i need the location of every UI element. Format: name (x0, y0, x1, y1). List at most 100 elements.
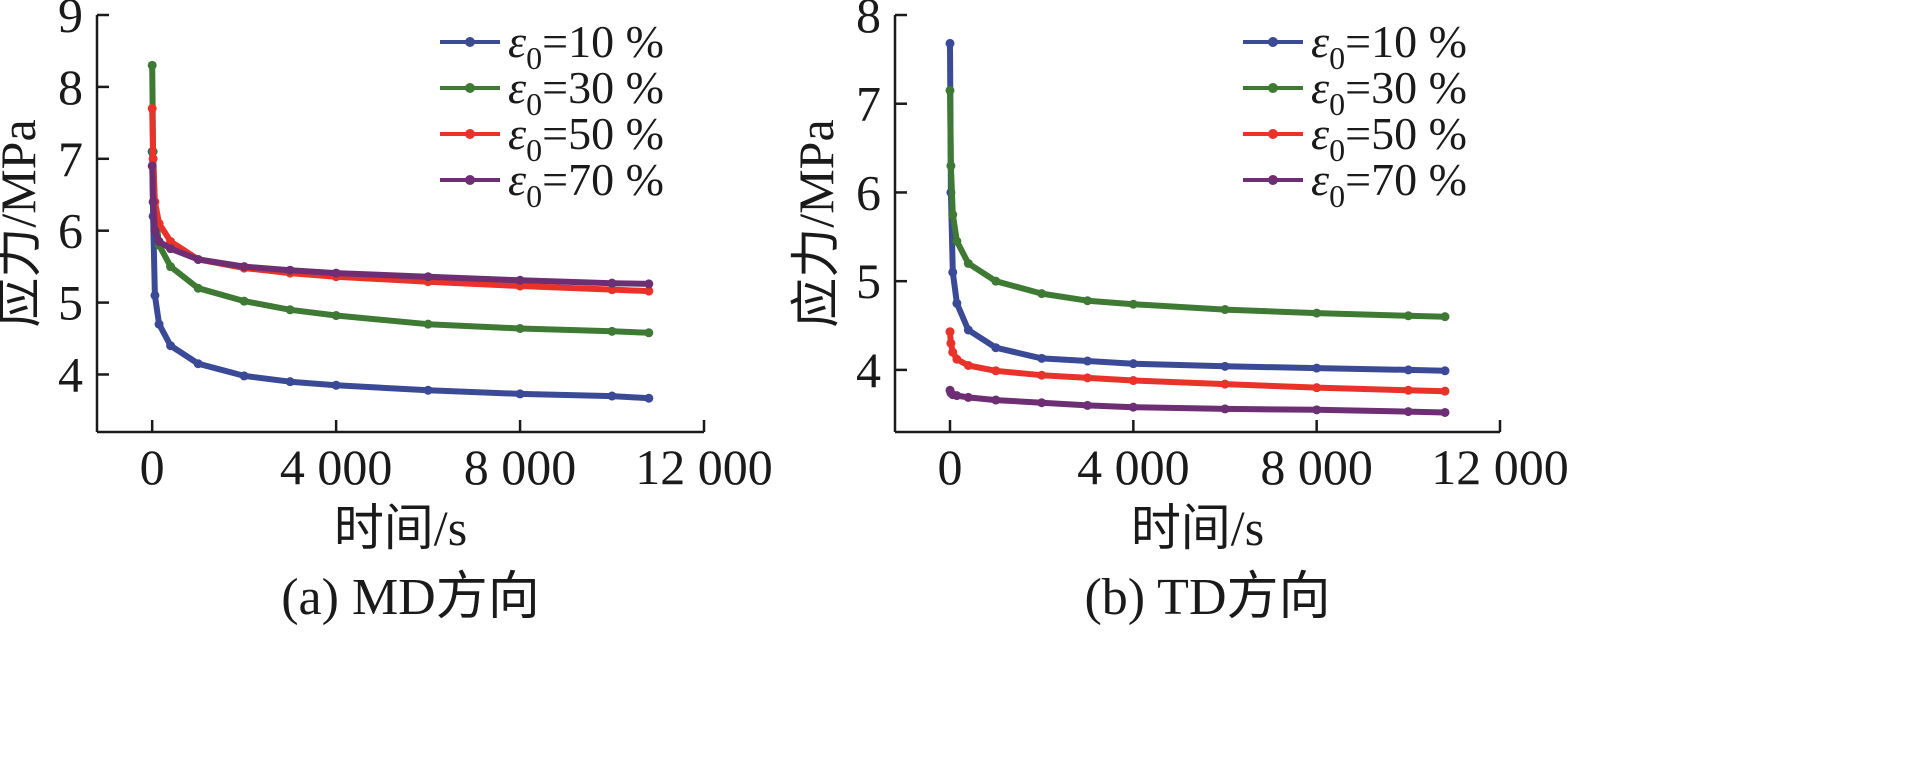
series-4 (945, 385, 1450, 417)
data-point (607, 326, 617, 336)
y-tick-label: 6 (856, 164, 881, 220)
data-point (1220, 404, 1230, 414)
data-point (1220, 361, 1230, 371)
y-axis-title: 应力/MPa (788, 119, 844, 327)
data-point (1083, 356, 1092, 366)
data-point (945, 327, 955, 337)
series-2 (945, 85, 1450, 322)
data-point (946, 338, 956, 348)
legend: ε0=10 %ε0=30 %ε0=50 %ε0=70 % (440, 16, 664, 214)
data-point (946, 161, 956, 171)
data-point (1440, 312, 1450, 322)
data-point (1403, 311, 1413, 321)
data-point (1220, 305, 1230, 315)
x-tick-label: 0 (938, 439, 963, 495)
data-point (952, 354, 962, 364)
data-point (515, 275, 525, 285)
data-point (193, 254, 203, 264)
x-tick-label: 4 000 (280, 439, 393, 495)
series-4 (147, 161, 654, 289)
legend-marker (465, 37, 475, 47)
data-point (952, 298, 962, 308)
data-point (1403, 407, 1413, 417)
data-point (1440, 386, 1450, 396)
data-point (607, 285, 617, 295)
x-axis-title: 时间/s (1131, 500, 1264, 556)
legend-label: ε0=70 % (1311, 154, 1467, 214)
chart-panel-1: 4 5 6 7 8 9 0 4 000 8 000 12 000 时间/s 应力/MPa (a) MD方… (0, 0, 773, 626)
legend-marker (1268, 175, 1278, 185)
x-axis-title: 时间/s (334, 500, 467, 556)
y-tick-label: 5 (58, 275, 83, 331)
data-point (193, 359, 203, 369)
data-point (991, 395, 1001, 405)
y-tick-label: 6 (58, 203, 83, 259)
data-point (166, 262, 176, 272)
data-point (331, 311, 341, 321)
y-tick-label: 8 (58, 59, 83, 115)
data-point (1037, 398, 1047, 408)
data-point (945, 85, 955, 95)
data-point (1312, 383, 1322, 393)
data-point (1220, 379, 1230, 389)
data-point (166, 236, 176, 246)
legend-label: ε0=70 % (508, 154, 664, 214)
data-point (1440, 407, 1450, 417)
x-tick-label: 8 000 (1260, 439, 1373, 495)
data-point (147, 60, 157, 70)
data-point (239, 371, 249, 381)
data-point (945, 38, 955, 48)
legend-marker (465, 129, 475, 139)
data-point (948, 267, 958, 277)
x-tick-label: 4 000 (1077, 439, 1190, 495)
legend-marker (1268, 83, 1278, 93)
data-point (1037, 289, 1047, 299)
data-point (515, 323, 525, 333)
data-point (948, 210, 958, 220)
legend-label: ε0=30 % (1311, 62, 1467, 122)
legend-label: ε0=50 % (1311, 108, 1467, 168)
data-point (150, 226, 160, 236)
y-axis-title: 应力/MPa (0, 119, 46, 327)
data-point (331, 268, 341, 278)
x-tick-label: 0 (140, 439, 165, 495)
y-tick-label: 4 (58, 346, 83, 402)
data-point (515, 389, 525, 399)
series-3 (945, 327, 1450, 396)
data-point (1403, 385, 1413, 395)
y-tick-label: 7 (856, 76, 881, 132)
data-point (147, 161, 157, 171)
data-point (285, 265, 295, 275)
data-point (154, 236, 164, 246)
data-point (239, 262, 249, 272)
data-point (423, 385, 433, 395)
y-tick-label: 7 (58, 131, 83, 187)
data-point (1037, 353, 1047, 363)
data-point (1128, 376, 1138, 386)
data-point (1312, 405, 1322, 415)
legend: ε0=10 %ε0=30 %ε0=50 %ε0=70 % (1243, 16, 1467, 214)
legend-label: ε0=30 % (508, 62, 664, 122)
data-point (331, 380, 341, 390)
legend-marker (1268, 37, 1278, 47)
x-tick-label: 8 000 (464, 439, 577, 495)
y-tick-label: 5 (856, 253, 881, 309)
x-tick-label: 12 000 (1431, 439, 1569, 495)
data-point (948, 347, 958, 357)
series-line (947, 387, 1448, 416)
data-point (607, 391, 617, 401)
data-point (150, 290, 160, 300)
y-tick-label: 4 (856, 342, 881, 398)
data-point (1403, 365, 1413, 375)
data-point (991, 343, 1001, 353)
data-point (193, 283, 203, 293)
data-point (963, 325, 973, 335)
data-point (991, 276, 1001, 286)
data-point (952, 391, 962, 401)
x-tick-label: 12 000 (635, 439, 773, 495)
data-point (963, 360, 973, 370)
data-point (644, 328, 654, 338)
data-point (166, 341, 176, 351)
legend-marker (1268, 129, 1278, 139)
